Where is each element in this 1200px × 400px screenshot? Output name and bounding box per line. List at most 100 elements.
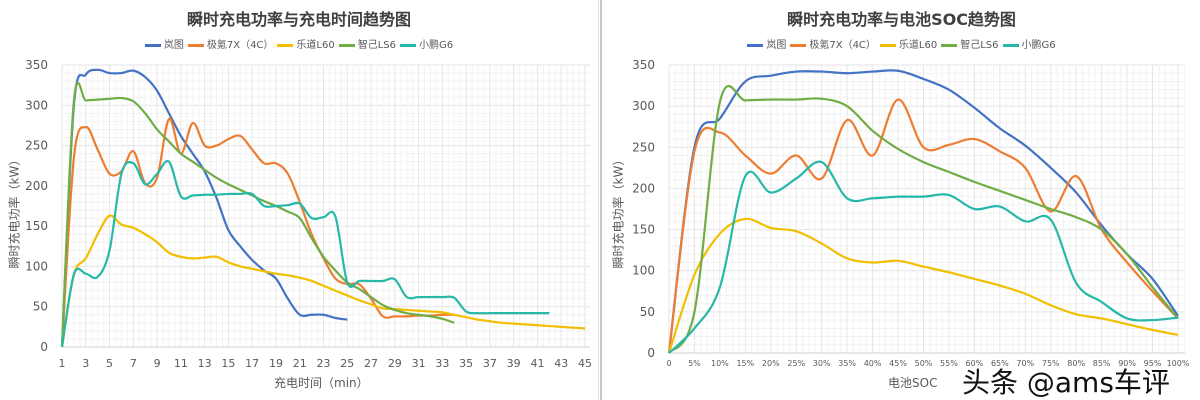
series-line-智己LS6 [668, 84, 1179, 354]
legend-swatch [790, 43, 807, 47]
x-tick-label: 5 [106, 357, 113, 370]
x-tick-label: 41 [530, 357, 544, 370]
x-tick-label: 50% [915, 359, 933, 368]
y-tick-label: 350 [632, 58, 655, 72]
legend-item: 岚图 [144, 36, 184, 51]
legend-swatch [879, 43, 896, 47]
x-tick-label: 33 [435, 357, 449, 370]
y-tick-label: 350 [25, 58, 48, 72]
gridlines [668, 64, 1185, 354]
x-tick-label: 1 [59, 357, 66, 370]
chart-1: 0 50 100 150 200 250 300 350 0 5% 10% 15% 20% 25% 30% 3… [632, 58, 1190, 368]
x-tick-label: 17 [245, 357, 259, 370]
series-line-乐道L60 [60, 214, 586, 348]
series-line-小鹏G6 [668, 160, 1179, 354]
legend-label: 极氪7X（4C） [206, 40, 274, 51]
legend-swatch [187, 43, 204, 47]
y-tick-label: 0 [40, 340, 48, 354]
x-tick-label: 60% [966, 359, 984, 368]
legend-swatch [338, 43, 355, 47]
y-tick-label: 100 [25, 259, 48, 273]
watermark: 头条 @ams车评 [962, 366, 1170, 399]
legend: 岚图 极氪7X（4C） 乐道L60 智己LS6 小鹏G6 [602, 36, 1200, 51]
y-tick-label: 50 [33, 300, 48, 314]
x-tick-label: 29 [388, 357, 402, 370]
x-tick-label: 0 [666, 359, 671, 368]
x-tick-label: 45 [578, 357, 592, 370]
x-tick-label: 35 [459, 357, 473, 370]
x-tick-label: 10% [711, 359, 729, 368]
x-tick-label: 65% [991, 359, 1009, 368]
legend-label: 乐道L60 [898, 40, 938, 51]
x-tick-label: 25 [340, 357, 354, 370]
legend-label: 乐道L60 [296, 40, 335, 51]
legend-swatch [277, 43, 294, 47]
y-tick-label: 50 [640, 305, 655, 319]
series-line-极氪7X（4C） [667, 98, 1179, 354]
x-tick-label: 90% [1118, 359, 1136, 368]
x-tick-label: 15 [221, 357, 235, 370]
legend-label: 小鹏G6 [419, 40, 454, 51]
x-tick-label: 55% [940, 359, 958, 368]
legend-item: 智己LS6 [941, 36, 999, 51]
legend-swatch [941, 43, 958, 47]
x-tick-label: 39 [507, 357, 521, 370]
legend-swatch [747, 43, 764, 47]
x-tick-label: 9 [154, 357, 161, 370]
x-tick-label: 13 [198, 357, 212, 370]
chart-title: 瞬时充电功率与电池SOC趋势图 [787, 10, 1016, 29]
x-tick-label: 19 [269, 357, 283, 370]
chart-panel-soc: 瞬时充电功率与电池SOC趋势图 岚图 极氪7X（4C） 乐道L60 智己LS6 小鹏G6… [600, 0, 1200, 400]
y-tick-label: 100 [632, 264, 655, 278]
legend-item: 小鹏G6 [1002, 36, 1056, 51]
y-tick-label: 300 [632, 99, 655, 113]
legend-label: 岚图 [163, 40, 184, 51]
legend-item: 乐道L60 [277, 36, 335, 51]
gridlines [61, 64, 590, 348]
x-tick-label: 7 [130, 357, 137, 370]
x-tick-label: 85% [1093, 359, 1111, 368]
y-tick-label: 250 [25, 139, 48, 153]
series-line-乐道L60 [667, 217, 1179, 354]
x-tick-label: 31 [412, 357, 426, 370]
x-tick-label: 80% [1067, 359, 1085, 368]
legend-item: 智己LS6 [338, 36, 396, 51]
x-tick-label: 3 [82, 357, 89, 370]
y-tick-label: 200 [25, 179, 48, 193]
chart-title: 瞬时充电功率与充电时间趋势图 [186, 10, 411, 29]
legend-label: 智己LS6 [357, 40, 396, 51]
legend-label: 极氪7X（4C） [809, 40, 876, 51]
legend-swatch [1002, 43, 1019, 47]
x-tick-label: 35% [838, 359, 856, 368]
series-line-岚图 [667, 69, 1179, 354]
series-line-小鹏G6 [60, 159, 550, 348]
x-axis-label: 电池SOC [888, 376, 938, 390]
legend-label: 小鹏G6 [1021, 40, 1056, 51]
legend-swatch [400, 43, 416, 47]
x-tick-label: 15% [736, 359, 754, 368]
x-tick-label: 100% [1167, 359, 1190, 368]
y-tick-label: 150 [632, 223, 655, 237]
x-tick-label: 11 [174, 357, 188, 370]
x-tick-label: 37 [483, 357, 497, 370]
legend-item: 极氪7X（4C） [187, 36, 274, 51]
legend-item: 极氪7X（4C） [790, 36, 876, 51]
legend-item: 乐道L60 [879, 36, 938, 51]
legend: 岚图 极氪7X（4C） 乐道L60 智己LS6 小鹏G6 [0, 36, 598, 51]
x-tick-label: 40% [864, 359, 882, 368]
y-tick-label: 250 [632, 140, 655, 154]
x-axis-label: 充电时间（min） [274, 376, 369, 390]
y-tick-label: 200 [632, 181, 655, 195]
y-tick-label: 150 [25, 219, 48, 233]
x-tick-label: 27 [364, 357, 378, 370]
legend-item: 岚图 [747, 36, 786, 51]
x-tick-label: 23 [317, 357, 331, 370]
x-tick-label: 30% [813, 359, 831, 368]
y-tick-label: 0 [647, 346, 655, 360]
legend-label: 岚图 [766, 40, 787, 51]
x-tick-label: 75% [1042, 359, 1060, 368]
legend-item: 小鹏G6 [400, 36, 453, 51]
x-tick-label: 20% [762, 359, 780, 368]
